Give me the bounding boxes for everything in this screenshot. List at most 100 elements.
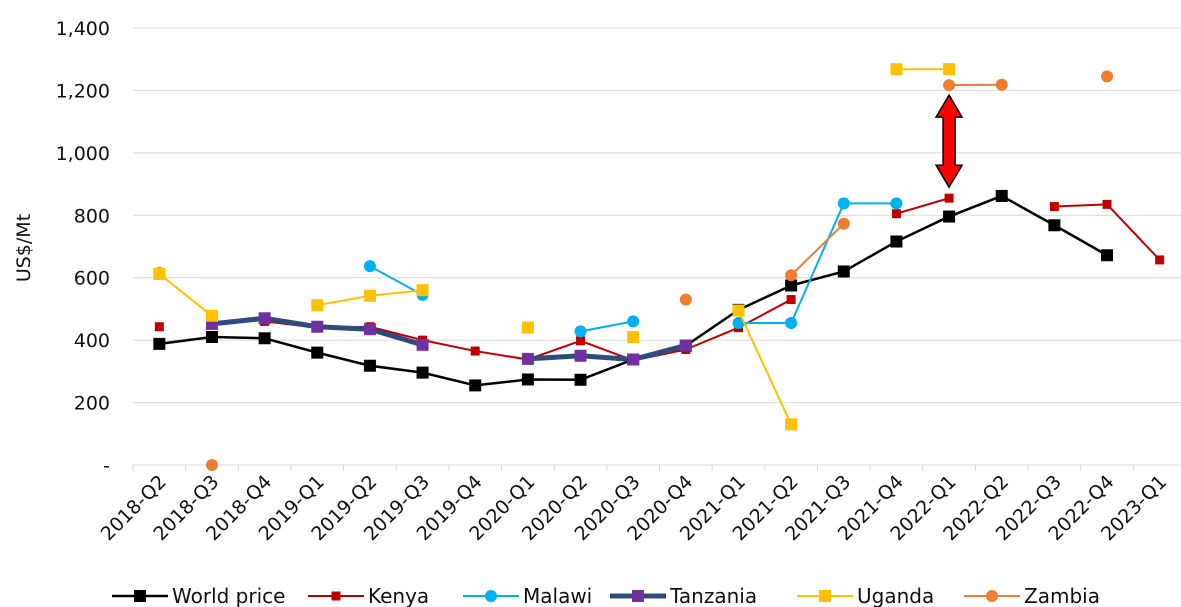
data-point-world-price: [153, 337, 166, 350]
series-line-malawi: [580, 320, 634, 333]
data-point-malawi: [574, 325, 587, 338]
data-point-world-price: [258, 332, 271, 345]
data-point-uganda: [785, 418, 798, 431]
data-point-world-price: [837, 265, 850, 278]
legend-item-tanzania: Tanzania: [610, 584, 757, 607]
data-point-zambia: [1101, 70, 1114, 83]
data-point-zambia: [943, 79, 956, 92]
data-point-zambia: [837, 217, 850, 230]
data-point-malawi: [785, 316, 798, 329]
legend-marker: [632, 590, 644, 602]
data-point-kenya: [786, 295, 796, 305]
data-point-world-price: [469, 379, 482, 392]
data-point-malawi: [890, 197, 903, 210]
data-point-kenya: [1049, 202, 1059, 212]
data-point-kenya: [576, 336, 586, 346]
series-malawi: [153, 197, 903, 338]
data-point-uganda: [521, 321, 534, 334]
legend-item-kenya: Kenya: [308, 584, 429, 607]
legend-marker: [485, 590, 497, 602]
y-tick-label: 600: [74, 268, 110, 290]
gridlines: [133, 27, 1181, 404]
series-tanzania: [205, 312, 692, 366]
data-point-world-price: [311, 346, 324, 359]
data-point-tanzania: [679, 339, 692, 352]
legend-item-malawi: Malawi: [463, 584, 592, 607]
data-point-kenya: [891, 209, 901, 219]
data-point-uganda: [205, 309, 218, 322]
x-axis: [132, 464, 1181, 471]
data-point-malawi: [732, 316, 745, 329]
legend-label: Tanzania: [669, 584, 757, 607]
y-tick-label: 1,000: [56, 143, 110, 165]
series-group: [153, 63, 1165, 471]
series-line-uganda: [158, 273, 213, 317]
data-point-world-price: [890, 235, 903, 248]
data-point-world-price: [1048, 219, 1061, 232]
data-point-kenya: [1102, 199, 1112, 209]
series-zambia: [205, 70, 1114, 471]
data-point-uganda: [943, 63, 956, 76]
data-point-tanzania: [574, 349, 587, 362]
data-point-zambia: [995, 78, 1008, 91]
data-point-tanzania: [416, 338, 429, 351]
data-point-malawi: [837, 197, 850, 210]
data-point-uganda: [890, 63, 903, 76]
data-point-uganda: [363, 289, 376, 302]
data-point-world-price: [943, 210, 956, 223]
data-point-kenya: [1155, 255, 1165, 265]
data-point-world-price: [416, 366, 429, 379]
legend-marker: [134, 590, 146, 602]
data-point-world-price: [785, 279, 798, 292]
legend-label: Malawi: [523, 584, 592, 607]
legend-marker: [819, 590, 831, 602]
legend-label: Kenya: [368, 584, 429, 607]
data-point-uganda: [416, 284, 429, 297]
series-line-kenya: [896, 197, 950, 215]
data-point-uganda: [627, 331, 640, 344]
data-point-world-price: [521, 373, 534, 386]
series-kenya: [154, 193, 1165, 365]
series-line-tanzania: [527, 343, 687, 362]
data-point-malawi: [363, 260, 376, 273]
series-line-malawi: [738, 202, 897, 324]
series-uganda: [153, 63, 956, 431]
annotation-arrow: [934, 93, 964, 189]
legend: World price Kenya Malawi Tanzania Uganda Zamb…: [112, 584, 1100, 607]
series-line-zambia: [790, 222, 845, 276]
y-tick-label: 400: [74, 330, 110, 352]
data-point-world-price: [574, 373, 587, 386]
y-tick-label: 1,400: [56, 18, 110, 40]
data-point-kenya: [944, 193, 954, 203]
y-tick-label: -: [103, 455, 110, 477]
legend-item-world-price: World price: [112, 584, 285, 607]
legend-label: Uganda: [857, 584, 934, 607]
legend-item-uganda: Uganda: [797, 584, 934, 607]
y-tick-label: 800: [74, 205, 110, 227]
series-line-malawi: [369, 265, 424, 296]
data-point-kenya: [154, 322, 164, 332]
y-tick-label: 200: [74, 393, 110, 415]
data-point-tanzania: [311, 320, 324, 333]
data-point-tanzania: [258, 312, 271, 325]
legend-label: World price: [172, 584, 285, 607]
data-point-kenya: [470, 346, 480, 356]
y-tick-label: 1,200: [56, 80, 110, 102]
data-point-uganda: [732, 304, 745, 317]
data-point-tanzania: [363, 323, 376, 336]
data-point-uganda: [311, 299, 324, 312]
legend-item-zambia: Zambia: [964, 584, 1100, 607]
data-point-tanzania: [521, 352, 534, 365]
annotation-double-arrow: [934, 93, 964, 189]
y-axis-tick-labels: - 200 400 600 800 1,000 1,200 1,400: [56, 18, 110, 477]
data-point-tanzania: [627, 353, 640, 366]
legend-marker: [331, 591, 341, 601]
data-point-world-price: [1101, 249, 1114, 262]
data-point-zambia: [785, 269, 798, 282]
data-point-malawi: [627, 315, 640, 328]
series-line-uganda: [737, 310, 793, 425]
data-point-world-price: [995, 189, 1008, 202]
data-point-uganda: [153, 267, 166, 280]
data-point-world-price: [363, 359, 376, 372]
